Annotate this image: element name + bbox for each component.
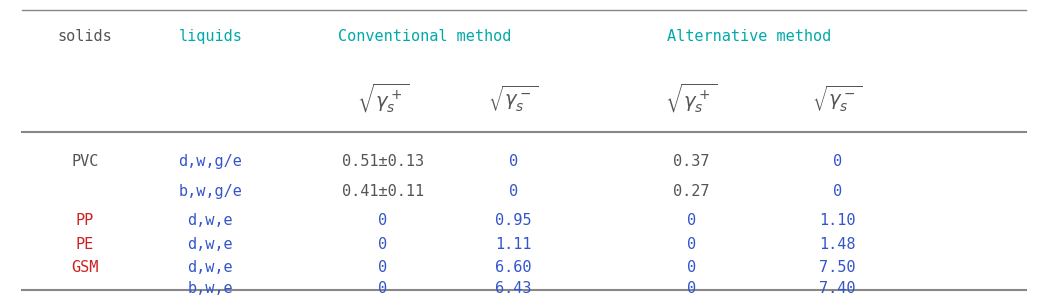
Text: d,w,e: d,w,e <box>188 237 234 252</box>
Text: $\sqrt{\gamma_s^-}$: $\sqrt{\gamma_s^-}$ <box>812 83 863 114</box>
Text: $\sqrt{\gamma_s^-}$: $\sqrt{\gamma_s^-}$ <box>488 83 539 114</box>
Text: 0: 0 <box>509 154 518 169</box>
Text: 6.60: 6.60 <box>496 260 531 275</box>
Text: Conventional method: Conventional method <box>339 29 511 44</box>
Text: d,w,e: d,w,e <box>188 213 234 228</box>
Text: 0: 0 <box>686 237 696 252</box>
Text: 0: 0 <box>833 154 843 169</box>
Text: 0: 0 <box>686 281 696 296</box>
Text: 0: 0 <box>686 260 696 275</box>
Text: 0: 0 <box>378 237 388 252</box>
Text: 6.43: 6.43 <box>496 281 531 296</box>
Text: 1.10: 1.10 <box>820 213 856 228</box>
Text: 0: 0 <box>833 184 843 199</box>
Text: 0: 0 <box>378 260 388 275</box>
Text: $\sqrt{\gamma_s^+}$: $\sqrt{\gamma_s^+}$ <box>665 82 718 115</box>
Text: 0.51±0.13: 0.51±0.13 <box>342 154 424 169</box>
Text: 0.37: 0.37 <box>673 154 709 169</box>
Text: Alternative method: Alternative method <box>667 29 831 44</box>
Text: d,w,g/e: d,w,g/e <box>178 154 242 169</box>
Text: 1.48: 1.48 <box>820 237 856 252</box>
Text: d,w,e: d,w,e <box>188 260 234 275</box>
Text: PVC: PVC <box>71 154 99 169</box>
Text: PP: PP <box>75 213 94 228</box>
Text: 0.41±0.11: 0.41±0.11 <box>342 184 424 199</box>
Text: b,w,g/e: b,w,g/e <box>178 184 242 199</box>
Text: 0.95: 0.95 <box>496 213 531 228</box>
Text: b,w,e: b,w,e <box>188 281 234 296</box>
Text: 0.27: 0.27 <box>673 184 709 199</box>
Text: 1.11: 1.11 <box>496 237 531 252</box>
Text: solids: solids <box>58 29 112 44</box>
Text: 0: 0 <box>509 184 518 199</box>
Text: 0: 0 <box>378 281 388 296</box>
Text: liquids: liquids <box>178 29 242 44</box>
Text: 7.40: 7.40 <box>820 281 856 296</box>
Text: GSM: GSM <box>71 260 99 275</box>
Text: 7.50: 7.50 <box>820 260 856 275</box>
Text: 0: 0 <box>378 213 388 228</box>
Text: PE: PE <box>75 237 94 252</box>
Text: 0: 0 <box>686 213 696 228</box>
Text: $\sqrt{\gamma_s^+}$: $\sqrt{\gamma_s^+}$ <box>356 82 409 115</box>
